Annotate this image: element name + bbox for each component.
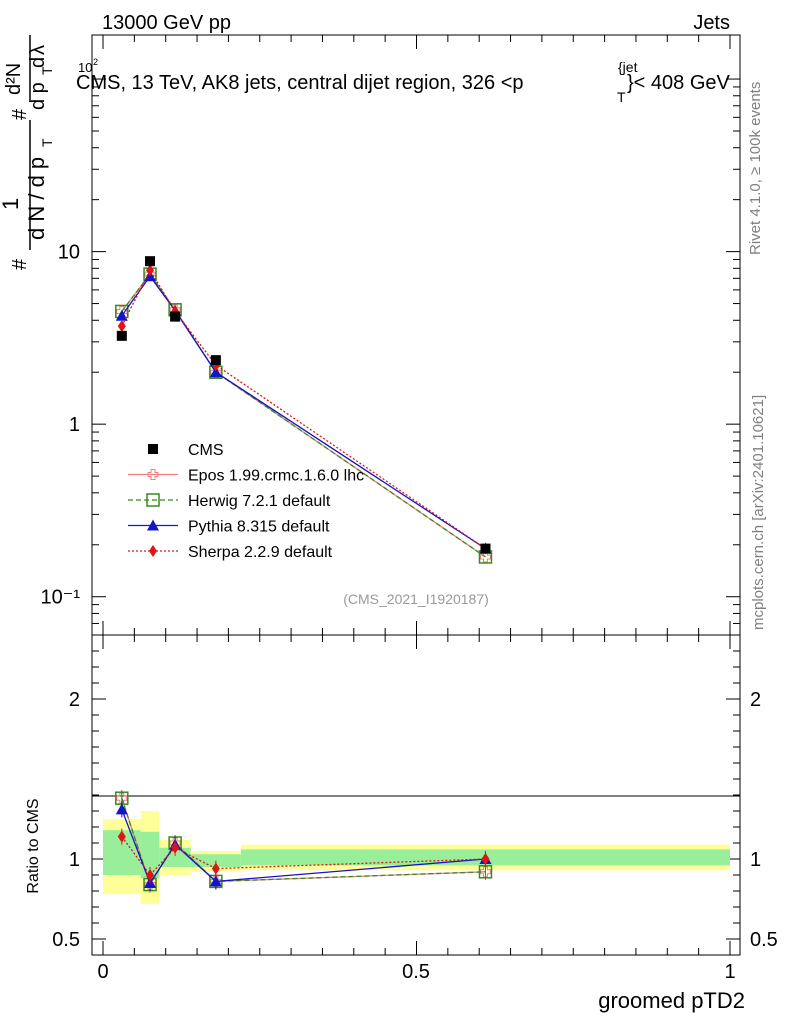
series-point-3 — [146, 264, 155, 277]
energy-label: 13000 GeV pp — [102, 12, 231, 34]
legend: CMS Epos 1.99.crmc.1.6.0 lhc Herwig 7.2.1 … — [128, 442, 364, 561]
y-tick-label: 1 — [69, 414, 80, 436]
chart-title: 10 2 CMS, 13 TeV, AK8 jets, central dije… — [76, 57, 731, 105]
ratio-uncertainty-band — [103, 811, 730, 904]
x-tick-label-1: 1 — [724, 961, 735, 983]
ratio-tick-label: 1 — [69, 849, 80, 871]
ratio-point-3 — [117, 830, 126, 843]
category-label: Jets — [693, 12, 730, 34]
chart-title-sub: T — [617, 89, 626, 105]
ratio-point-3 — [146, 869, 155, 881]
svg-text:d²N: d²N — [3, 63, 25, 95]
series-point-2 — [115, 309, 128, 321]
ratio-point-3 — [211, 862, 220, 875]
y-tick-labels: 10⁻¹ 1 10 0.5 0.5 1 1 2 2 — [41, 242, 778, 951]
source-label: mcplots.cern.ch [arXiv:2401.10621] — [750, 395, 767, 630]
series-point-3 — [117, 320, 126, 333]
chart-title-sup: {jet — [618, 59, 638, 75]
svg-text:#: # — [9, 258, 31, 270]
axis-ticks — [92, 35, 740, 956]
band-inner — [159, 847, 191, 867]
x-axis-label: groomed pTD2 — [598, 988, 745, 1013]
ratio-point-2 — [115, 803, 128, 815]
chart-title-text: CMS, 13 TeV, AK8 jets, central dijet reg… — [76, 72, 524, 94]
legend-marker — [149, 545, 157, 557]
ratio-point-3 — [171, 841, 180, 854]
series-point-2 — [209, 366, 222, 378]
ref-point — [480, 543, 491, 554]
ratio-y-axis-label: Ratio to CMS — [25, 798, 42, 893]
band-inner — [140, 831, 160, 879]
svg-text:d: d — [27, 57, 49, 68]
ratio-tick-label: 0.5 — [52, 929, 80, 951]
ratio-point-2 — [209, 875, 222, 887]
svg-text:1: 1 — [0, 198, 23, 210]
svg-text:2: 2 — [93, 57, 98, 67]
ref-point — [116, 330, 127, 341]
svg-text:T: T — [39, 138, 55, 147]
ref-point — [170, 311, 181, 322]
ratio-point-0 — [479, 866, 491, 878]
legend-marker — [146, 493, 160, 507]
legend-label: Epos 1.99.crmc.1.6.0 lhc — [188, 468, 364, 485]
ratio-tick-label: 2 — [69, 689, 80, 711]
legend-label: Sherpa 2.2.9 default — [188, 544, 333, 561]
ratio-panel-frame — [91, 634, 741, 956]
ratio-series — [115, 790, 493, 893]
reference-points — [116, 256, 491, 554]
series-point-0 — [479, 551, 491, 563]
legend-label: Pythia 8.315 default — [188, 519, 330, 536]
svg-text:λ: λ — [27, 45, 49, 55]
legend-label: Herwig 7.2.1 default — [188, 493, 331, 510]
svg-text:d N / d p: d N / d p — [24, 157, 49, 240]
svg-text:T: T — [39, 66, 55, 75]
svg-text:10: 10 — [78, 60, 92, 75]
rivet-label: Rivet 4.1.0, ≥ 100k events — [747, 82, 764, 255]
x-tick-label-0.5: 0.5 — [402, 961, 430, 983]
y-tick-label: 10 — [58, 242, 80, 264]
svg-text:d p: d p — [27, 82, 49, 110]
analysis-id: (CMS_2021_I1920187) — [343, 591, 489, 607]
ref-point — [145, 256, 156, 267]
ratio-tick-label-right: 2 — [750, 689, 761, 711]
legend-marker — [147, 469, 159, 480]
ratio-point-3 — [481, 853, 490, 865]
main-y-axis-label: # d N / d p T 1 # d p T d λ d²N — [0, 35, 55, 270]
y-tick-label: 10⁻¹ — [41, 587, 81, 609]
series-line-3 — [121, 268, 486, 550]
ratio-tick-label-right: 1 — [750, 849, 761, 871]
ref-point — [210, 355, 221, 366]
ratio-point-0 — [116, 792, 128, 804]
ratio-tick-label-right: 0.5 — [750, 929, 778, 951]
legend-label: CMS — [188, 442, 224, 459]
x-tick-label-0: 0 — [97, 961, 108, 983]
legend-marker — [148, 444, 158, 454]
legend-marker — [147, 519, 159, 531]
chart-title-end: }< 408 GeV — [627, 72, 731, 94]
svg-text:#: # — [9, 108, 31, 120]
